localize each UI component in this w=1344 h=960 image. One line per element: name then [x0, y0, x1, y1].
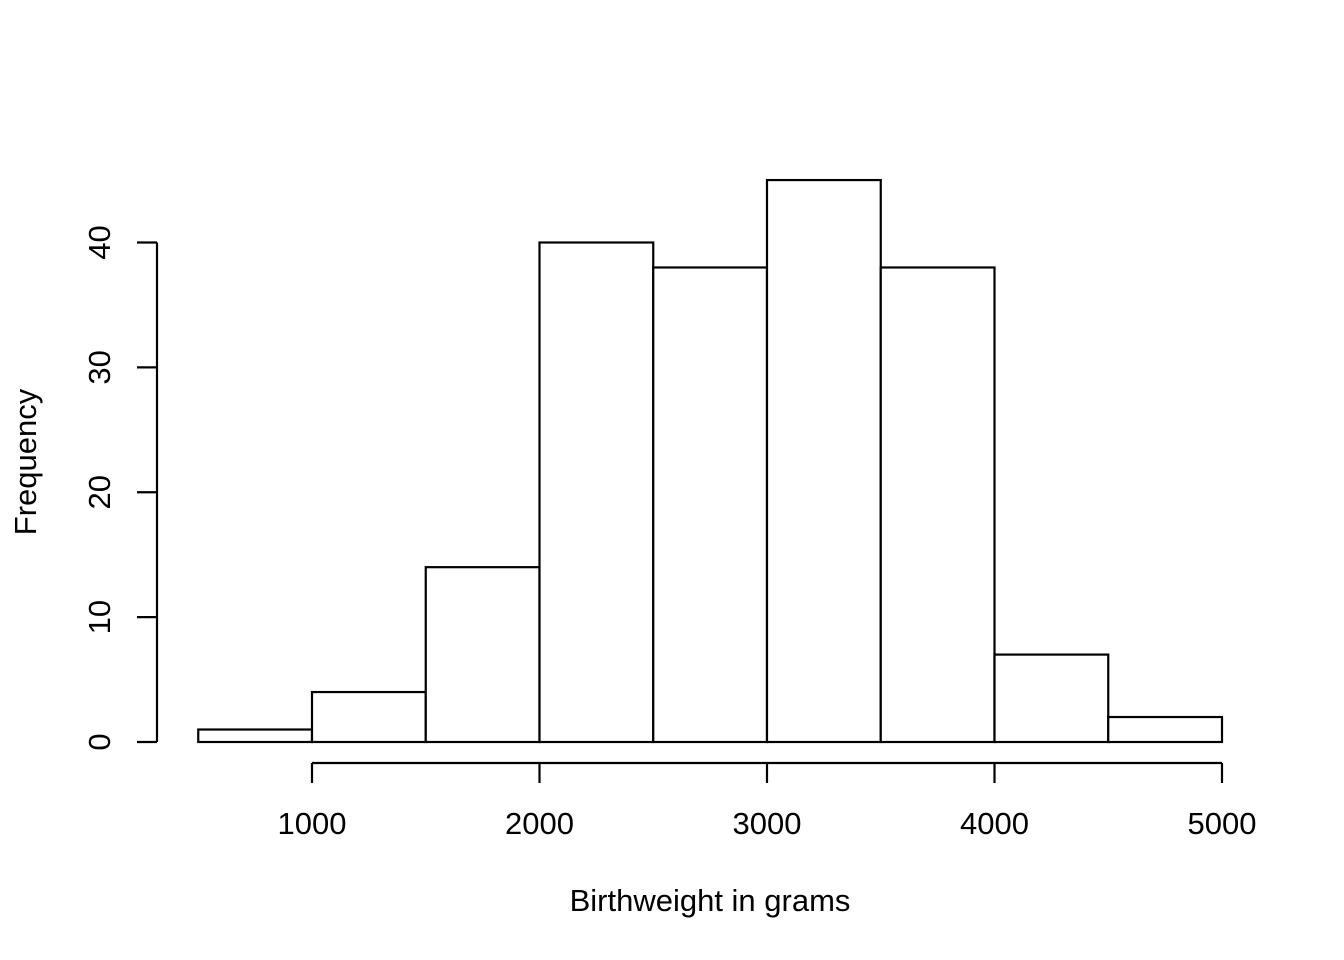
- x-tick-label: 4000: [960, 806, 1029, 841]
- x-axis: 1000 2000 3000 4000 5000: [278, 761, 1257, 841]
- histogram-bar: [879, 266, 996, 744]
- histogram-bars: [197, 178, 1224, 744]
- x-tick-label: 5000: [1188, 806, 1257, 841]
- y-tick-label: 10: [82, 600, 117, 634]
- y-tick-label: 40: [82, 225, 117, 259]
- y-tick-label: 20: [82, 475, 117, 509]
- histogram-bar: [538, 241, 655, 744]
- y-axis: 0 10 20 30 40: [82, 225, 159, 751]
- histogram-bar: [993, 653, 1110, 744]
- histogram-bar: [652, 266, 769, 744]
- x-tick-label: 3000: [733, 806, 802, 841]
- histogram-bar: [310, 690, 427, 744]
- x-axis-title: Birthweight in grams: [570, 883, 851, 918]
- x-tick-label: 1000: [278, 806, 347, 841]
- y-tick-label: 30: [82, 350, 117, 384]
- histogram-bar: [1107, 715, 1224, 744]
- histogram-bar: [765, 178, 882, 744]
- x-tick-label: 2000: [505, 806, 574, 841]
- histogram-bar: [424, 566, 541, 744]
- y-tick-label: 0: [82, 733, 117, 750]
- histogram-bar: [197, 728, 314, 744]
- y-axis-title: Frequency: [8, 388, 43, 535]
